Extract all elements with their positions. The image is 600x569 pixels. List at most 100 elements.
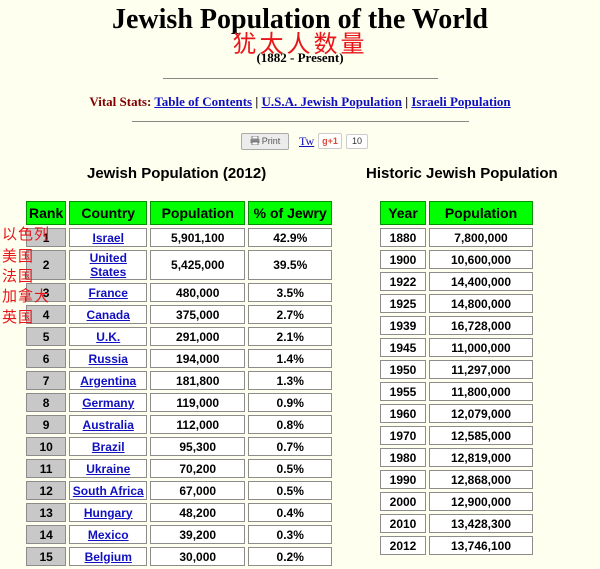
country-link[interactable]: Brazil <box>91 439 125 454</box>
percent-cell: 42.9% <box>248 228 333 247</box>
rank-cell: 12 <box>26 481 67 500</box>
nav-link-table-of-contents[interactable]: Table of Contents <box>154 94 253 109</box>
population-cell: 48,200 <box>150 503 246 522</box>
rank-cell: 4 <box>26 305 67 324</box>
population-cell: 70,200 <box>150 459 246 478</box>
print-button[interactable]: Print <box>241 132 289 150</box>
table-row: 15 Belgium 30,000 0.2% <box>26 547 333 566</box>
country-cell: U.K. <box>69 327 148 346</box>
table-row: 9 Australia 112,000 0.8% <box>26 415 333 434</box>
table-row: 1990 12,868,000 <box>380 470 533 489</box>
rank-cell: 10 <box>26 437 67 456</box>
country-link[interactable]: U.K. <box>96 329 121 344</box>
population-cell: 16,728,000 <box>429 316 533 335</box>
nav-link-israeli-population[interactable]: Israeli Population <box>411 94 511 109</box>
rank-cell: 3 <box>26 283 67 302</box>
country-link[interactable]: Canada <box>86 307 130 322</box>
population-cell: 11,000,000 <box>429 338 533 357</box>
year-cell: 1960 <box>380 404 426 423</box>
nav-link-usa-population[interactable]: U.S.A. Jewish Population <box>261 94 402 109</box>
country-link[interactable]: Argentina <box>80 373 137 388</box>
country-link[interactable]: Russia <box>88 351 128 366</box>
year-cell: 1945 <box>380 338 426 357</box>
google-plus-button[interactable]: g+1 <box>318 133 342 149</box>
percent-cell: 0.7% <box>248 437 333 456</box>
historic-table-heading: Historic Jewish Population <box>366 165 558 182</box>
country-cell: Canada <box>69 305 148 324</box>
table-row: 1970 12,585,000 <box>380 426 533 445</box>
page-title: Jewish Population of the World <box>112 4 488 35</box>
year-cell: 2000 <box>380 492 426 511</box>
vital-stats-label: Vital Stats: <box>89 94 152 109</box>
population-cell: 13,428,300 <box>429 514 533 533</box>
table-row: 1950 11,297,000 <box>380 360 533 379</box>
country-link[interactable]: Mexico <box>87 527 129 542</box>
chinese-title-overlay: 犹太人数量 <box>232 30 368 58</box>
population-cell: 10,600,000 <box>429 250 533 269</box>
country-link[interactable]: Germany <box>82 395 135 410</box>
year-cell: 1955 <box>380 382 426 401</box>
percent-cell: 2.7% <box>248 305 333 324</box>
column-header-population: Population <box>429 201 533 225</box>
population-cell: 5,901,100 <box>150 228 246 247</box>
year-cell: 2010 <box>380 514 426 533</box>
country-link[interactable]: Hungary <box>83 505 133 520</box>
population-cell: 39,200 <box>150 525 246 544</box>
population-cell: 291,000 <box>150 327 246 346</box>
rank-cell: 7 <box>26 371 67 390</box>
nav-separator: | <box>405 94 409 109</box>
population-cell: 112,000 <box>150 415 246 434</box>
table-row: 1900 10,600,000 <box>380 250 533 269</box>
table-row: 1960 12,079,000 <box>380 404 533 423</box>
year-cell: 1970 <box>380 426 426 445</box>
population-cell: 95,300 <box>150 437 246 456</box>
country-cell: Belgium <box>69 547 148 566</box>
country-link[interactable]: Ukraine <box>86 461 131 476</box>
country-cell: Israel <box>69 228 148 247</box>
percent-cell: 3.5% <box>248 283 333 302</box>
tweet-link[interactable]: Tw <box>299 133 315 148</box>
page-subtitle: (1882 - Present) <box>256 50 344 65</box>
table-row: 13 Hungary 48,200 0.4% <box>26 503 333 522</box>
population-cell: 67,000 <box>150 481 246 500</box>
population-cell: 12,868,000 <box>429 470 533 489</box>
table-row: 4 Canada 375,000 2.7% <box>26 305 333 324</box>
year-cell: 1939 <box>380 316 426 335</box>
country-cell: United States <box>69 250 148 280</box>
table-row: 14 Mexico 39,200 0.3% <box>26 525 333 544</box>
percent-cell: 0.5% <box>248 459 333 478</box>
country-cell: Argentina <box>69 371 148 390</box>
rank-cell: 1 <box>26 228 67 247</box>
table-row: 1980 12,819,000 <box>380 448 533 467</box>
year-cell: 1922 <box>380 272 426 291</box>
table-row: 7 Argentina 181,800 1.3% <box>26 371 333 390</box>
country-link[interactable]: France <box>88 285 128 300</box>
country-link[interactable]: Belgium <box>84 549 132 564</box>
population-table-heading: Jewish Population (2012) <box>87 165 267 182</box>
table-row: 2010 13,428,300 <box>380 514 533 533</box>
population-cell: 12,079,000 <box>429 404 533 423</box>
table-row: 2000 12,900,000 <box>380 492 533 511</box>
divider-nav <box>132 121 469 122</box>
population-cell: 11,800,000 <box>429 382 533 401</box>
annotation-uk: 英国 <box>2 308 35 326</box>
country-link[interactable]: United States <box>89 251 127 279</box>
annotation-canada: 加拿大 <box>2 287 51 305</box>
table-row: 1939 16,728,000 <box>380 316 533 335</box>
table-row: 1945 11,000,000 <box>380 338 533 357</box>
column-header-percent: % of Jewry <box>248 201 333 225</box>
country-link[interactable]: Israel <box>92 230 124 245</box>
country-link[interactable]: Australia <box>82 417 134 432</box>
column-header-year: Year <box>380 201 426 225</box>
percent-cell: 2.1% <box>248 327 333 346</box>
historic-population-table: Year Population 1880 7,800,000 1900 10,600,0… <box>377 198 536 558</box>
country-cell: Australia <box>69 415 148 434</box>
table-row: 1925 14,800,000 <box>380 294 533 313</box>
population-cell: 194,000 <box>150 349 246 368</box>
table-row: 2 United States 5,425,000 39.5% <box>26 250 333 280</box>
table-row: 8 Germany 119,000 0.9% <box>26 393 333 412</box>
table-row: 1955 11,800,000 <box>380 382 533 401</box>
country-cell: South Africa <box>69 481 148 500</box>
country-link[interactable]: South Africa <box>72 483 144 498</box>
divider-top <box>163 78 438 79</box>
